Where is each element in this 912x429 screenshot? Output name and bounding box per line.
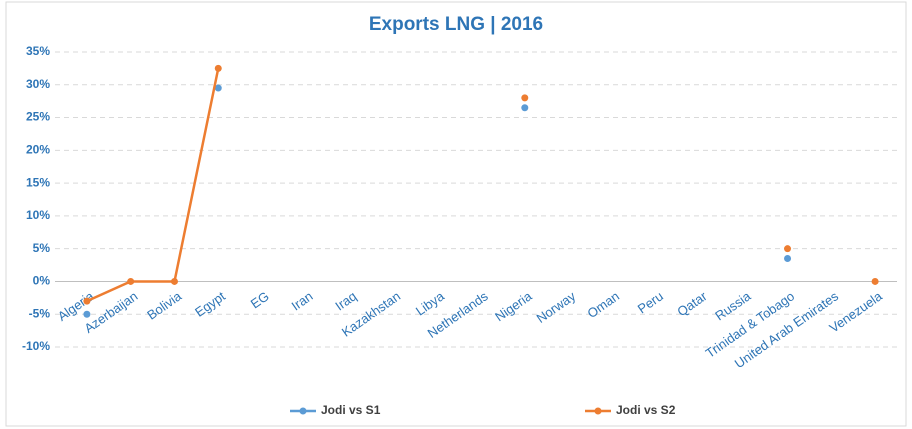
series-line (86, 68, 220, 303)
y-tick-label: 15% (26, 175, 50, 189)
y-tick-label: 0% (33, 274, 51, 288)
y-tick-label: 35% (26, 44, 50, 58)
y-tick-label: -5% (29, 306, 51, 320)
point-marker (784, 245, 792, 253)
chart-frame (5, 1, 907, 427)
point-marker (784, 255, 792, 262)
point-marker (170, 277, 178, 285)
point-marker (83, 297, 91, 305)
legend-marker (594, 407, 602, 415)
y-tick-label: 10% (26, 208, 50, 222)
legend-label: Jodi vs S1 (321, 403, 381, 417)
y-tick-label: 20% (26, 143, 50, 157)
y-tick-label: 5% (33, 241, 51, 255)
point-marker (521, 104, 529, 112)
point-marker (871, 277, 879, 285)
point-marker (127, 277, 135, 285)
y-tick-label: -10% (22, 339, 50, 353)
y-tick-label: 25% (26, 110, 50, 124)
legend-label: Jodi vs S2 (616, 403, 676, 417)
point-marker (521, 94, 529, 102)
point-marker (214, 64, 222, 72)
chart-title: Exports LNG | 2016 (369, 14, 543, 35)
point-marker (214, 84, 222, 92)
legend-marker (299, 407, 307, 415)
point-marker (83, 310, 91, 318)
y-tick-label: 30% (26, 77, 50, 91)
